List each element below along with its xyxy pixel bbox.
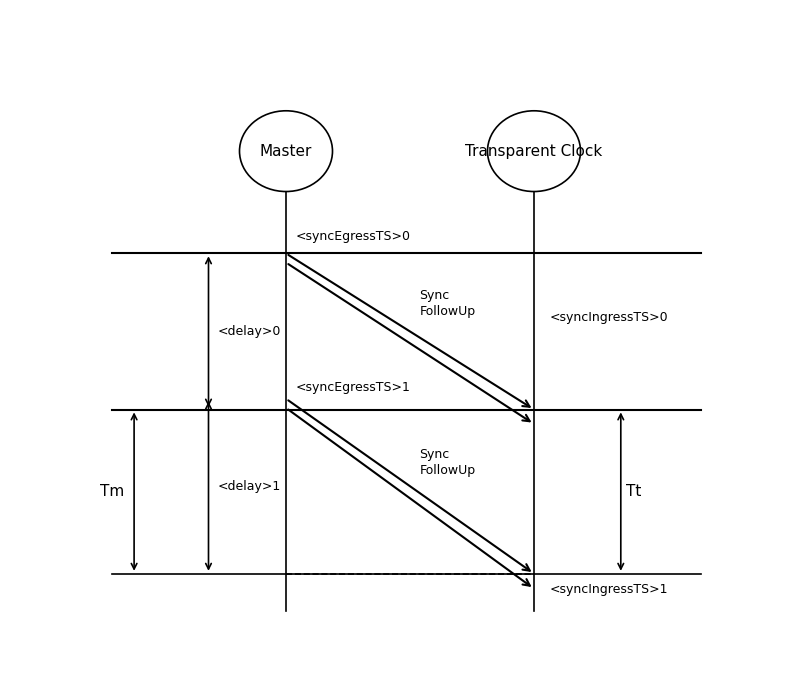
- Text: Tm: Tm: [100, 484, 125, 499]
- Text: <syncIngressTS>1: <syncIngressTS>1: [550, 582, 668, 596]
- Text: Transparent Clock: Transparent Clock: [466, 144, 602, 159]
- Text: FollowUp: FollowUp: [419, 464, 475, 477]
- Text: <delay>0: <delay>0: [218, 325, 281, 338]
- Text: <syncIngressTS>0: <syncIngressTS>0: [550, 310, 668, 324]
- Text: Sync: Sync: [419, 289, 450, 302]
- Text: Sync: Sync: [419, 448, 450, 461]
- Text: FollowUp: FollowUp: [419, 305, 475, 318]
- Text: <syncEgressTS>1: <syncEgressTS>1: [295, 381, 410, 394]
- Text: <syncEgressTS>0: <syncEgressTS>0: [295, 230, 410, 243]
- Text: Tt: Tt: [626, 484, 641, 499]
- Text: <delay>1: <delay>1: [218, 480, 281, 493]
- Text: Master: Master: [260, 144, 312, 159]
